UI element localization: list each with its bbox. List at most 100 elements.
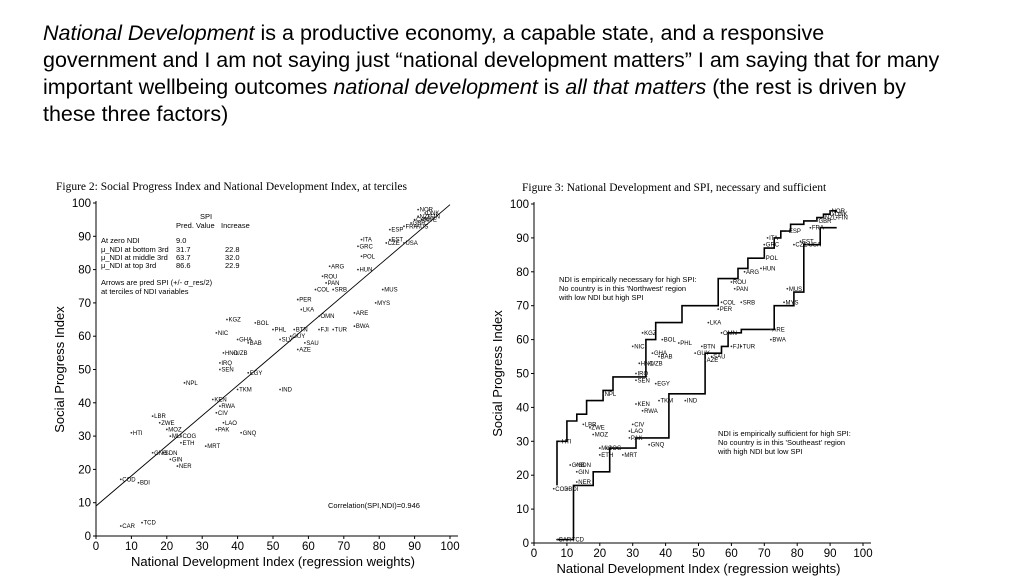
data-point-label: SAU bbox=[713, 355, 725, 361]
data-point bbox=[314, 288, 317, 291]
data-point-label: BDI bbox=[140, 481, 150, 487]
data-point bbox=[296, 348, 299, 351]
data-point bbox=[704, 359, 706, 361]
data-point bbox=[424, 212, 427, 214]
figure-3-y-tick-label: 80 bbox=[516, 267, 529, 279]
data-point-label: BAB bbox=[661, 355, 673, 361]
figure-3-x-tick-label: 80 bbox=[791, 548, 804, 560]
table-row-label: μ_NDI at bottom 3rd bbox=[101, 245, 169, 254]
data-point bbox=[247, 371, 250, 374]
data-point-label: CAN bbox=[416, 218, 429, 224]
data-point-label: CZE bbox=[795, 243, 807, 249]
data-point-label: ETH bbox=[182, 441, 194, 447]
data-point-label: TKM bbox=[239, 387, 252, 393]
data-point-label: BWA bbox=[356, 324, 369, 330]
data-point bbox=[403, 242, 405, 244]
data-point bbox=[151, 415, 154, 418]
data-point-label: ZWE bbox=[591, 426, 604, 432]
table-row-increase: 32.0 bbox=[225, 253, 240, 262]
data-point bbox=[420, 218, 423, 221]
data-point bbox=[183, 381, 186, 384]
data-point-label: USA bbox=[809, 243, 821, 249]
figure-3-x-tick-label: 0 bbox=[531, 548, 537, 560]
data-point bbox=[654, 382, 657, 385]
figure-3-axes: 0 10 20 30 40 50 60 70 80 90 100 0 10 20 30 40 50 60 70 80 9… bbox=[490, 199, 873, 576]
data-point-label: SDN bbox=[165, 451, 178, 457]
data-point bbox=[589, 426, 591, 429]
data-point-label: IND bbox=[282, 387, 293, 393]
data-point bbox=[385, 242, 388, 244]
data-point-label: SAU bbox=[306, 341, 318, 347]
data-point bbox=[417, 215, 420, 218]
data-point-label: MYS bbox=[786, 300, 799, 306]
data-point-label: ARE bbox=[356, 311, 368, 317]
data-point bbox=[417, 208, 420, 211]
data-point-label: ESP bbox=[789, 229, 801, 235]
correlation-label: Correlation(SPI,NDI)=0.946 bbox=[328, 501, 420, 510]
data-point bbox=[353, 311, 356, 314]
data-point bbox=[569, 464, 572, 466]
data-point bbox=[556, 538, 558, 541]
data-point-label: AZE bbox=[707, 358, 719, 364]
data-point bbox=[374, 302, 377, 304]
data-point-label: SRB bbox=[743, 300, 755, 306]
data-point bbox=[602, 392, 604, 395]
data-point bbox=[332, 328, 335, 331]
data-point bbox=[204, 445, 207, 447]
data-point-label: LBR bbox=[585, 422, 597, 428]
data-point bbox=[158, 421, 161, 424]
data-point bbox=[296, 298, 299, 301]
figure-2-y-tick-label: 80 bbox=[78, 265, 91, 277]
data-point-label: HUN bbox=[763, 266, 776, 272]
data-point-label: CAR bbox=[122, 524, 135, 530]
data-point bbox=[793, 243, 795, 246]
data-point bbox=[786, 287, 789, 290]
figure-3-x-tick-label: 70 bbox=[758, 548, 771, 560]
figure-3-y-tick-label: 90 bbox=[516, 233, 529, 245]
data-point bbox=[176, 465, 179, 467]
data-point-label: PAK bbox=[631, 436, 643, 442]
data-point bbox=[717, 308, 720, 310]
data-point bbox=[222, 421, 225, 424]
data-point bbox=[219, 361, 221, 364]
figure-3-x-tick-label: 50 bbox=[692, 548, 705, 560]
table-row-increase: 22.8 bbox=[225, 245, 240, 254]
data-point bbox=[236, 338, 239, 341]
data-point bbox=[211, 398, 214, 401]
heading-text-2: is bbox=[537, 75, 566, 99]
figure-2-y-tick-label: 40 bbox=[78, 398, 91, 410]
data-point-label: SEN bbox=[637, 378, 649, 384]
figure-2-x-tick-label: 20 bbox=[160, 541, 173, 553]
data-point bbox=[605, 447, 608, 449]
data-point bbox=[835, 216, 838, 219]
data-point bbox=[628, 430, 631, 433]
data-point-label: PAN bbox=[736, 287, 748, 293]
figure-2-x-tick-label: 30 bbox=[196, 541, 209, 553]
figure-2-x-axis-label: National Development Index (regression w… bbox=[131, 554, 415, 569]
data-point-label: ESP bbox=[391, 228, 403, 234]
data-point-label: MRT bbox=[624, 453, 637, 459]
data-point-label: EST bbox=[391, 238, 403, 244]
data-point bbox=[733, 287, 736, 290]
data-point bbox=[740, 345, 743, 348]
figure-3-y-tick-label: 20 bbox=[516, 470, 529, 482]
table-row-pred: 9.0 bbox=[176, 236, 186, 245]
data-point bbox=[169, 435, 172, 437]
heading-text-3: (the rest is driven by these three facto… bbox=[43, 75, 906, 126]
data-point-label: KEN bbox=[637, 402, 649, 408]
table-row-label: μ_NDI at middle 3rd bbox=[101, 253, 168, 262]
data-point-label: NIC bbox=[218, 331, 229, 337]
fit-line bbox=[95, 204, 451, 507]
data-point-label: NOR bbox=[832, 209, 846, 215]
data-point bbox=[641, 331, 644, 334]
data-point bbox=[357, 245, 359, 248]
data-point-label: GBR bbox=[818, 219, 832, 225]
figure-3-y-tick-label: 100 bbox=[510, 199, 529, 211]
data-point-label: BOL bbox=[257, 321, 270, 327]
figure-2-y-tick-label: 90 bbox=[78, 231, 91, 243]
data-point-label: PAN bbox=[328, 281, 340, 287]
figure-3-y-tick-label: 10 bbox=[516, 504, 529, 516]
figure-2-x-tick-label: 80 bbox=[373, 541, 386, 553]
data-point bbox=[289, 335, 292, 338]
